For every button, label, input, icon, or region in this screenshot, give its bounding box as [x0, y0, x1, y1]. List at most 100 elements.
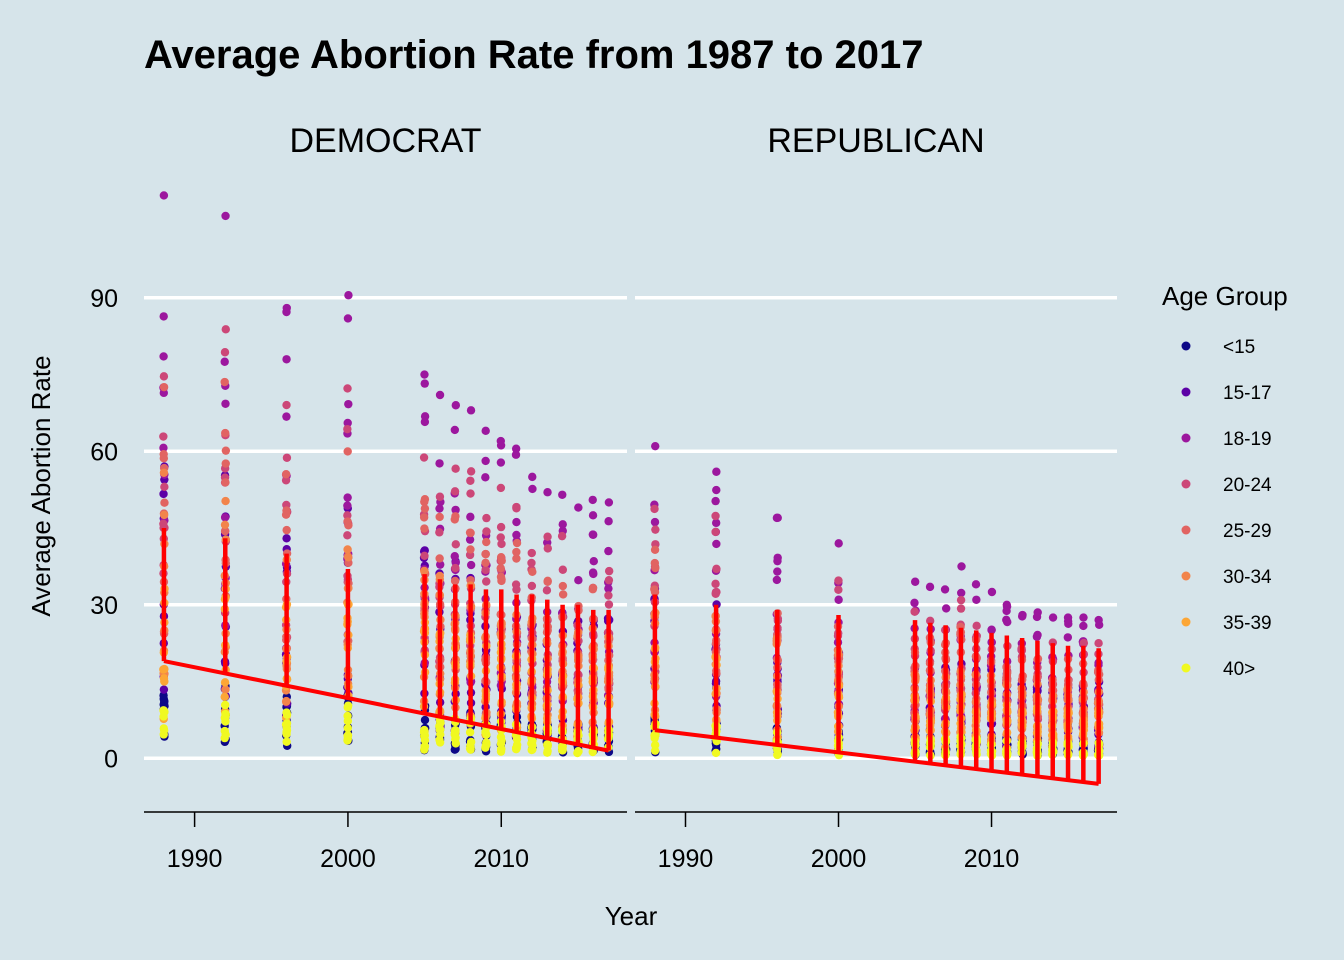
data-point: [344, 553, 353, 562]
data-point: [282, 737, 291, 746]
data-point: [834, 539, 843, 548]
data-point: [343, 531, 352, 540]
data-point: [1018, 612, 1027, 621]
data-point: [910, 607, 919, 616]
data-point: [420, 728, 429, 737]
data-point: [435, 554, 444, 563]
data-point: [282, 400, 291, 410]
data-point: [419, 453, 429, 462]
data-point: [159, 674, 169, 683]
data-point: [220, 357, 229, 366]
data-point: [221, 496, 230, 506]
data-point: [496, 458, 506, 467]
data-point: [282, 726, 292, 735]
data-point: [956, 595, 966, 605]
data-point: [497, 539, 506, 549]
data-point: [343, 545, 352, 554]
legend-label: 35-39: [1223, 613, 1272, 634]
data-point: [435, 512, 444, 522]
data-point: [511, 450, 521, 459]
data-point: [450, 425, 460, 435]
data-point: [159, 489, 168, 499]
data-point: [604, 546, 613, 556]
data-point: [420, 497, 429, 506]
data-point: [589, 557, 598, 566]
data-point: [282, 307, 291, 317]
data-point: [281, 476, 291, 485]
data-point: [512, 538, 522, 548]
data-point: [221, 478, 230, 487]
data-point: [420, 370, 429, 379]
data-point: [450, 515, 459, 524]
data-point: [650, 587, 660, 597]
data-point: [528, 736, 537, 746]
data-point: [940, 585, 950, 594]
x-tick-label: 1990: [167, 845, 223, 873]
data-point: [343, 716, 353, 726]
data-point: [220, 726, 230, 736]
legend-label: 18-19: [1223, 429, 1272, 450]
data-point: [651, 441, 660, 451]
data-point: [221, 459, 230, 468]
data-point: [435, 571, 445, 581]
data-point: [466, 489, 475, 498]
data-point: [1094, 620, 1104, 630]
data-point: [220, 678, 230, 687]
data-point: [159, 432, 168, 441]
data-point: [481, 426, 490, 436]
data-point: [528, 745, 537, 754]
data-point: [481, 456, 490, 466]
data-point: [343, 517, 352, 526]
trend-bands: [652, 594, 1101, 784]
data-point: [221, 399, 230, 408]
data-point: [435, 504, 444, 513]
x-tick-label: 2010: [964, 845, 1020, 873]
data-point: [282, 696, 291, 706]
data-point: [604, 591, 613, 600]
data-point: [512, 517, 521, 527]
data-point: [588, 495, 597, 505]
legend-label: <15: [1223, 337, 1255, 358]
legend-item: 35-39: [1181, 613, 1272, 634]
data-point: [282, 506, 291, 515]
data-point: [1063, 633, 1073, 642]
data-point: [574, 503, 583, 512]
data-point: [588, 747, 597, 757]
chart-title: Average Abortion Rate from 1987 to 2017: [144, 33, 924, 77]
data-point: [282, 525, 291, 535]
data-point: [159, 665, 168, 674]
data-point: [466, 560, 476, 570]
data-point: [650, 504, 659, 514]
data-point: [282, 412, 291, 421]
data-point: [159, 706, 169, 715]
data-point: [451, 563, 460, 573]
data-point: [711, 511, 720, 521]
data-point: [957, 588, 966, 598]
data-point: [834, 576, 843, 585]
data-point: [481, 558, 490, 568]
data-point: [482, 527, 491, 536]
data-point: [772, 513, 782, 523]
data-point: [651, 730, 660, 740]
data-point: [512, 530, 521, 540]
data-point: [343, 723, 353, 733]
data-point: [512, 743, 522, 753]
data-point: [711, 496, 720, 506]
data-point: [220, 520, 230, 530]
data-point: [435, 492, 445, 501]
data-point: [343, 501, 352, 510]
data-point: [220, 692, 229, 702]
legend-item: <15: [1181, 337, 1255, 358]
x-tick-label: 2000: [811, 845, 867, 873]
data-point: [221, 446, 231, 455]
data-point: [651, 563, 660, 573]
x-axis-title: Year: [605, 901, 658, 931]
legend-title: Age Group: [1162, 281, 1288, 311]
data-point: [465, 535, 475, 544]
data-point: [481, 743, 490, 752]
data-point: [450, 487, 460, 496]
data-point: [343, 447, 352, 456]
data-point: [466, 406, 476, 415]
data-point: [420, 745, 429, 754]
data-point: [159, 312, 168, 321]
